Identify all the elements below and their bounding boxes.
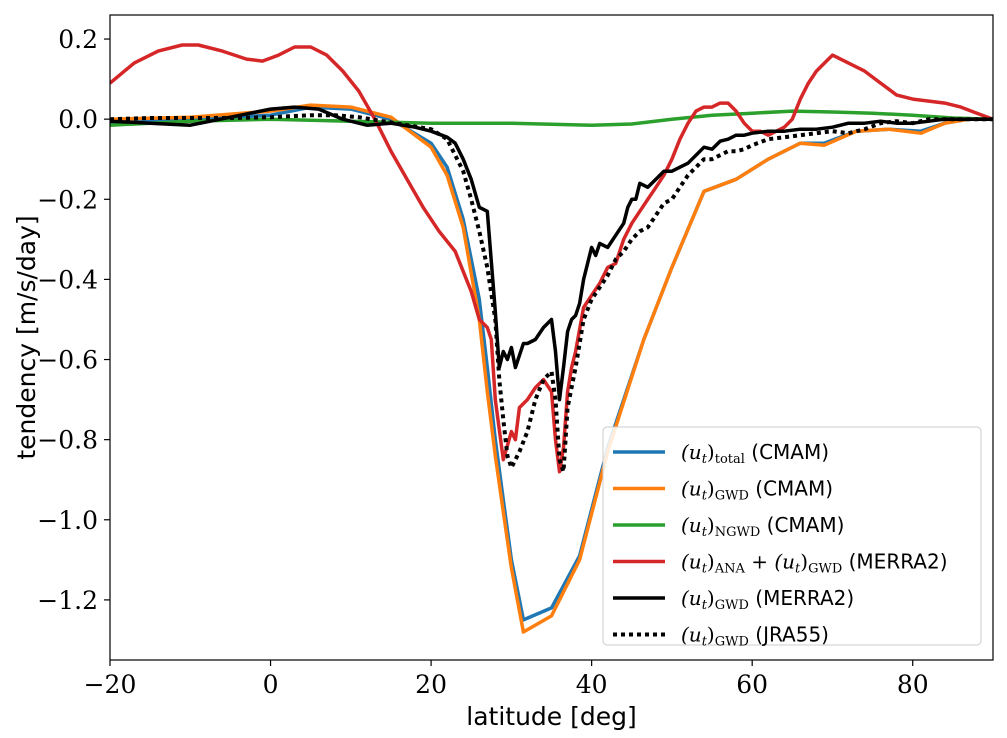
x-tick-label: 80 xyxy=(897,670,929,699)
series-line-3 xyxy=(110,43,993,474)
x-axis-label: latitude [deg] xyxy=(466,702,636,731)
legend-box xyxy=(602,426,982,646)
legend-label: (ut)NGWD (CMAM) xyxy=(681,513,844,540)
series-line-2 xyxy=(110,109,993,127)
y-tick-label: −0.6 xyxy=(37,346,98,375)
y-tick-label: −1.0 xyxy=(37,506,98,535)
y-tick-label: −0.4 xyxy=(37,265,98,294)
legend-label: (ut)GWD (MERRA2) xyxy=(681,586,854,613)
series-line-4 xyxy=(110,105,993,402)
legend-label: (ut)total (CMAM) xyxy=(681,440,829,467)
x-tick-label: 20 xyxy=(415,670,447,699)
series-lines xyxy=(110,43,993,634)
y-tick-label: 0.0 xyxy=(58,105,98,134)
x-tick-label: −20 xyxy=(84,670,137,699)
y-axis-label: tendency [m/s/day] xyxy=(12,215,41,459)
x-tick-label: 40 xyxy=(576,670,608,699)
y-tick-label: −1.2 xyxy=(37,586,98,615)
legend-label: (ut)GWD (JRA55) xyxy=(681,623,829,650)
y-tick-label: 0.2 xyxy=(58,25,98,54)
x-tick-label: 0 xyxy=(263,670,279,699)
x-axis: −20 0 20 40 60 80 xyxy=(84,660,929,699)
legend-label: (ut)ANA + (ut)GWD (MERRA2) xyxy=(681,550,948,577)
legend: (ut)total (CMAM) (ut)GWD (CMAM) (ut)NGWD (… xyxy=(602,426,982,650)
legend-label: (ut)GWD (CMAM) xyxy=(681,477,833,504)
y-tick-label: −0.8 xyxy=(37,426,98,455)
x-tick-label: 60 xyxy=(736,670,768,699)
y-axis: 0.2 0.0 −0.2 −0.4 −0.6 −0.8 −1.0 −1.2 xyxy=(37,25,110,615)
plot-frame xyxy=(109,14,994,661)
y-tick-label: −0.2 xyxy=(37,185,98,214)
series-line-5 xyxy=(110,113,993,474)
